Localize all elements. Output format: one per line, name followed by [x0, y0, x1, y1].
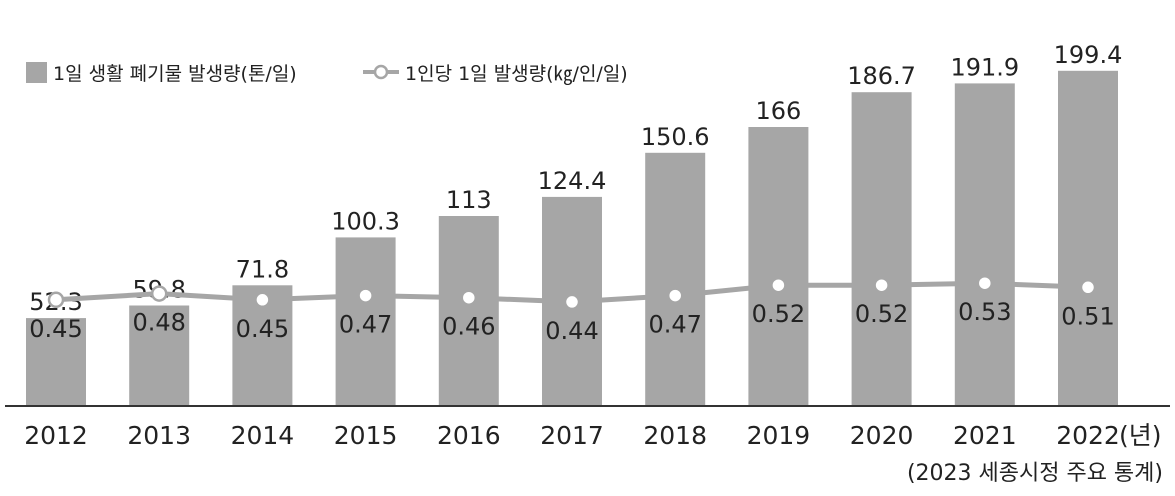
bar [1058, 70, 1118, 407]
line-value-label: 0.48 [132, 309, 185, 337]
x-tick-label: 2022 [1056, 421, 1120, 450]
x-tick-label: 2020 [850, 421, 914, 450]
bar-value-label: 124.4 [538, 167, 607, 195]
legend: 1일 생활 폐기물 발생량(톤/일) 1인당 1일 발생량(㎏/인/일) [26, 62, 628, 85]
x-tick-labels: 2012 2013 2014 2015 2016 2017 2018 2019 2020 2021… [24, 421, 1161, 450]
line-point [666, 287, 684, 304]
x-tick-label: 2014 [231, 421, 295, 450]
bar [748, 127, 809, 406]
legend-bar-label: 1일 생활 폐기물 발생량(톤/일) [53, 63, 297, 85]
x-tick-label: 2017 [540, 421, 604, 450]
line-point [47, 291, 65, 309]
bar-value-label: 186.7 [847, 62, 916, 90]
line-value-label: 0.47 [648, 311, 701, 339]
bar [438, 216, 499, 406]
bar-value-label: 166 [755, 97, 801, 125]
legend-bar-swatch [26, 62, 47, 83]
line-point [254, 291, 271, 309]
line-point [1079, 279, 1097, 296]
line-value-label: 0.46 [442, 313, 495, 341]
source-note: (2023 세종시정 주요 통계) [907, 461, 1163, 486]
x-tick-label: 2016 [437, 421, 501, 450]
line-point [873, 276, 890, 294]
x-tick-label: 2013 [127, 421, 191, 450]
line-value-label: 0.45 [29, 315, 82, 343]
line-point [563, 293, 581, 311]
bars: 52.359.871.8100.3113124.4150.6166186.719… [26, 41, 1123, 407]
line-point [357, 287, 374, 304]
line-point [460, 289, 478, 306]
line-value-label: 0.51 [1061, 302, 1114, 330]
x-unit-suffix: (년) [1119, 421, 1162, 450]
x-tick-label: 2015 [334, 421, 398, 450]
bar [954, 83, 1015, 407]
x-tick-label: 2019 [747, 421, 811, 450]
bar [26, 318, 86, 406]
legend-line-marker [373, 64, 389, 80]
bar-value-label: 191.9 [950, 53, 1019, 81]
bar-value-label: 150.6 [641, 123, 710, 151]
line-point [150, 285, 168, 302]
line-value-label: 0.52 [855, 300, 908, 328]
line-value-label: 0.45 [236, 315, 289, 343]
x-tick-label: 2012 [24, 421, 88, 450]
line-point [976, 274, 994, 292]
line-point [770, 276, 787, 294]
line-value-label: 0.52 [752, 300, 805, 328]
line-value-label: 0.53 [958, 298, 1011, 326]
bar [129, 305, 190, 406]
bar-value-label: 100.3 [331, 207, 400, 235]
line-value-label: 0.47 [339, 311, 392, 339]
bar-value-label: 199.4 [1054, 41, 1123, 69]
bar-value-label: 71.8 [236, 255, 289, 283]
bar [335, 237, 396, 406]
bar [645, 152, 706, 406]
line-series: 0.45 0.48 0.45 0.47 0.46 0.44 0.47 0.52 0.52 0.53… [29, 274, 1115, 345]
bar [851, 92, 912, 406]
x-tick-label: 2018 [643, 421, 707, 450]
line-value-label: 0.44 [545, 317, 598, 345]
x-tick-label: 2021 [953, 421, 1017, 450]
bar-value-label: 113 [446, 186, 492, 214]
legend-line-label: 1인당 1일 발생량(㎏/인/일) [405, 63, 628, 85]
